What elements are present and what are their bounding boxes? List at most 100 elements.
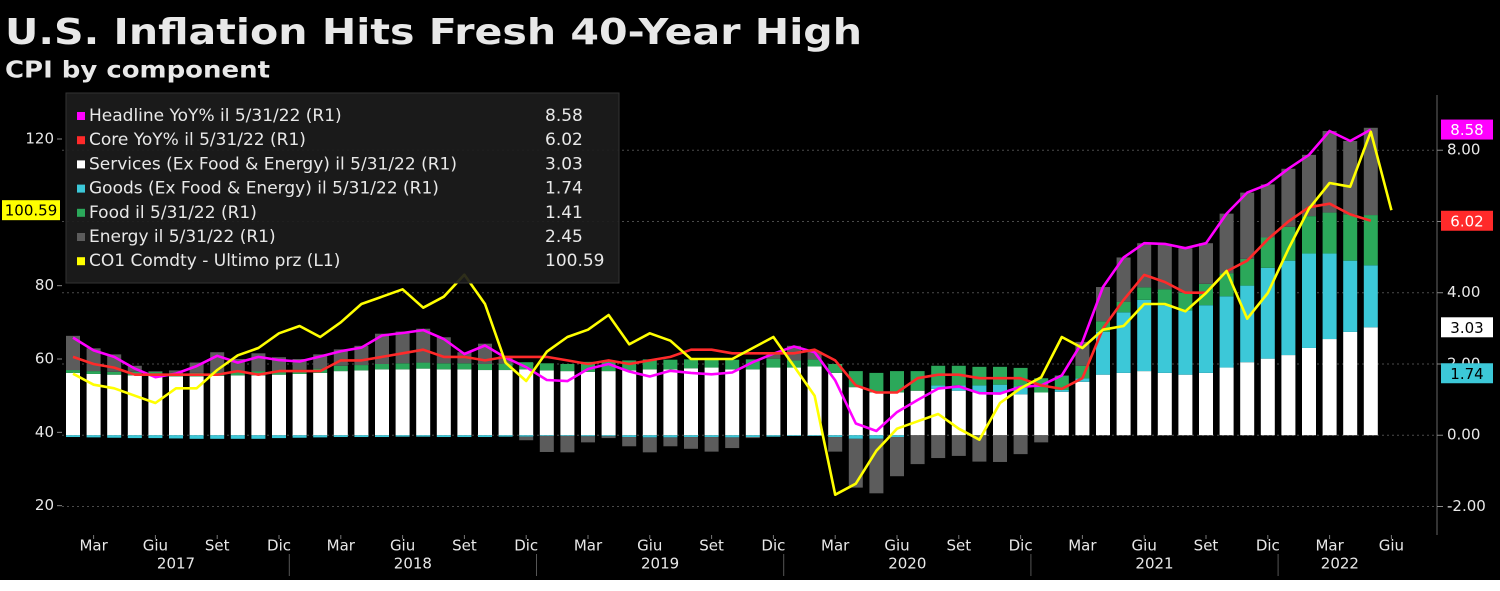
bar-segment [478, 370, 492, 436]
bar-segment [272, 370, 286, 375]
x-tick-label: Set [946, 537, 971, 555]
bar-segment [1219, 296, 1234, 368]
bar-segment [890, 392, 904, 436]
series-line [72, 130, 1393, 496]
bar-segment [354, 365, 369, 371]
bar-segment [1363, 265, 1378, 328]
x-tick-label: Mar [1315, 537, 1344, 555]
bar-segment [642, 369, 657, 436]
bar-segment [1157, 372, 1172, 436]
bar-segment [436, 363, 451, 370]
bar-segment [951, 435, 966, 456]
bar-segment [189, 362, 204, 373]
bar-segment [1157, 305, 1172, 373]
bar-segment [395, 435, 410, 437]
bar-segment [931, 388, 946, 436]
bar-segment [1343, 214, 1358, 261]
x-tick-label: Giu [143, 537, 168, 555]
axes: 20406080120-2.000.002.004.006.008.00MarG… [2, 119, 1493, 576]
bar-segment [828, 437, 843, 452]
bar-segment [230, 375, 245, 436]
x-tick-label: Giu [390, 537, 415, 555]
bar-segment [910, 435, 925, 465]
bar-segment [890, 437, 904, 477]
bar-segment [292, 359, 307, 370]
x-tick-label: Giu [637, 537, 662, 555]
x-tick-label: Mar [574, 537, 603, 555]
bar-segment [910, 371, 925, 391]
bar-segment [663, 369, 678, 436]
bar-segment [333, 435, 348, 438]
bar-segment [601, 435, 616, 437]
bar-segment [1322, 253, 1337, 340]
bar-segment [993, 384, 1007, 393]
bar-segment [601, 436, 616, 439]
legend-swatch [77, 160, 85, 169]
bar-segment [230, 371, 245, 376]
bar-segment [622, 437, 637, 447]
bar-segment [375, 369, 389, 436]
bar-segment [457, 435, 472, 438]
bar-segment [807, 351, 822, 360]
bar-segment [169, 376, 183, 436]
bar-segment [869, 438, 884, 494]
legend-swatch [77, 257, 85, 266]
legend-label: Energy il 5/31/22 (R1) [89, 227, 276, 247]
legend-label: Headline YoY% il 5/31/22 (R1) [89, 106, 342, 126]
bar-segment [189, 376, 204, 436]
bar-segment [787, 367, 801, 436]
value-tag [1441, 119, 1493, 140]
legend-swatch [77, 233, 85, 241]
legend-label: Core YoY% il 5/31/22 (R1) [89, 130, 306, 150]
bar-segment [1260, 184, 1275, 238]
bar-segment [581, 361, 595, 372]
bar-segment [66, 435, 80, 438]
bar-segment [1240, 192, 1255, 259]
bar-segment [354, 435, 369, 438]
lines [72, 128, 1393, 496]
bar-segment [313, 372, 328, 436]
bar-segment [1013, 386, 1028, 395]
bar-segment [169, 370, 183, 373]
bar-segment [787, 360, 801, 368]
bar-segment [704, 435, 719, 438]
x-tick-label: Dic [514, 537, 538, 555]
bar-segment [581, 435, 595, 437]
bar-segment [601, 361, 616, 372]
x-tick-label: Dic [1256, 537, 1280, 555]
bar-segment [498, 435, 513, 437]
bar-segment [1116, 301, 1131, 313]
value-tag [1441, 363, 1493, 384]
bar-segment [1178, 310, 1193, 375]
bar-segment [457, 363, 472, 370]
x-tick-label: Dic [267, 537, 291, 555]
value-tag-label: 8.58 [1450, 121, 1483, 139]
bar-segment [1096, 331, 1110, 375]
bar-segment [313, 435, 328, 438]
bar-segment [1302, 216, 1316, 254]
bar-segment [725, 437, 740, 449]
bar-segment [1363, 215, 1378, 266]
bar-segment [663, 437, 678, 447]
bar-segment [1302, 347, 1316, 436]
x-tick-label: Mar [79, 537, 108, 555]
bar-segment [622, 435, 637, 438]
y2-tick-label: 4.00 [1447, 283, 1480, 301]
bar-segment [828, 435, 843, 438]
bar-segment [704, 357, 719, 368]
bar-segment [1013, 435, 1028, 455]
chart-subtitle: CPI by component [5, 58, 270, 84]
legend-value: 1.41 [545, 203, 583, 223]
bar-segment [107, 371, 122, 375]
bar-segment [210, 435, 225, 439]
bar-segment [993, 435, 1007, 462]
bar-segment [951, 385, 966, 391]
bar-segment [684, 435, 698, 438]
bar-segment [189, 435, 204, 439]
bar-segment [1034, 435, 1049, 443]
bar-segment [601, 371, 616, 436]
bar-segment [1281, 260, 1296, 356]
value-tag-label: 1.74 [1450, 365, 1483, 383]
